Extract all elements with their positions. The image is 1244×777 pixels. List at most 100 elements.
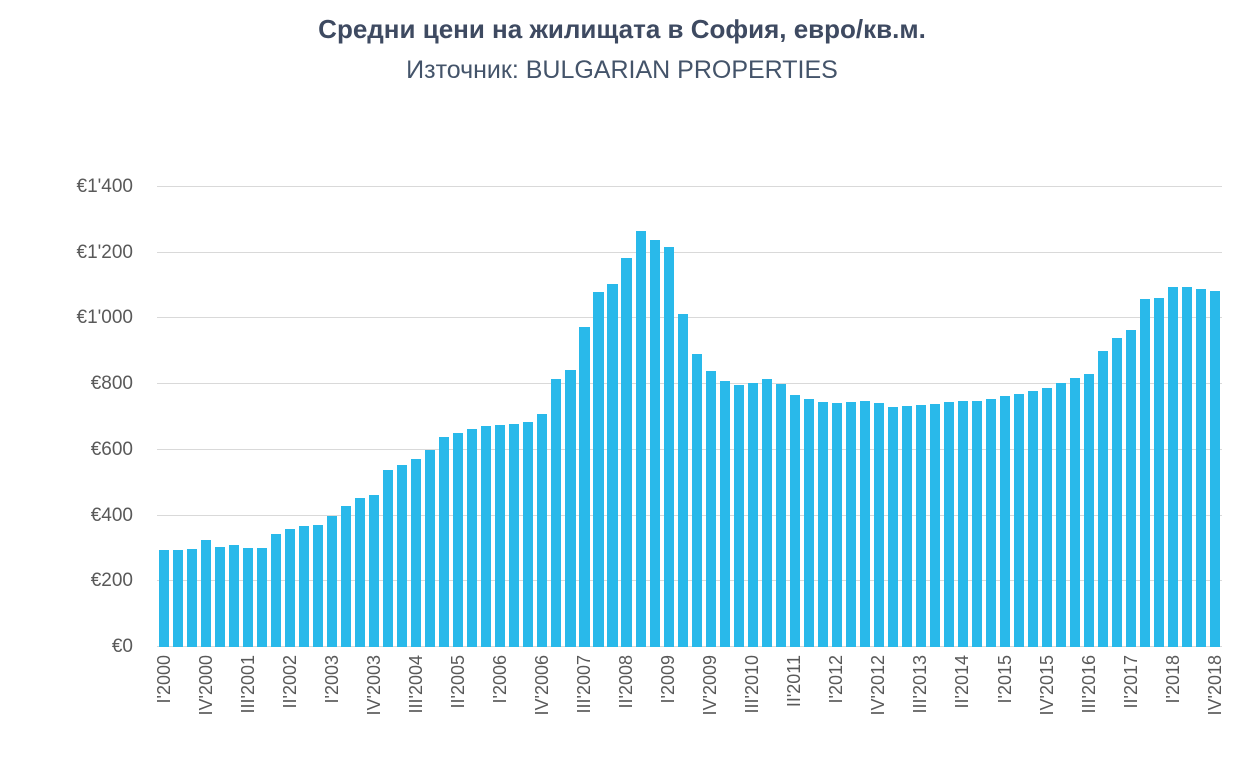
bar	[929, 403, 940, 647]
bar	[901, 406, 912, 647]
y-axis-tick-label: €600	[90, 438, 133, 460]
bar	[845, 402, 856, 647]
bar	[677, 313, 688, 647]
gridline	[157, 514, 1222, 516]
bar	[873, 402, 884, 647]
bar	[172, 550, 184, 647]
bar	[1098, 351, 1109, 647]
gridline	[157, 580, 1222, 582]
bar	[1027, 391, 1039, 647]
bar	[705, 371, 716, 647]
y-axis-tick-label: €0	[111, 636, 133, 657]
x-axis-tick-label: III'2007	[574, 655, 595, 714]
bar	[257, 548, 268, 647]
bar	[523, 421, 534, 647]
bar	[943, 402, 954, 647]
bar	[1013, 394, 1024, 647]
bar	[747, 382, 758, 647]
bar	[1055, 382, 1067, 647]
bar	[299, 526, 310, 647]
bar	[985, 398, 996, 647]
x-axis-tick-label: IV'2000	[195, 655, 216, 716]
bar	[1210, 291, 1221, 647]
x-axis-tick-label: IV'2012	[868, 655, 889, 716]
chart-subtitle: Източник: BULGARIAN PROPERTIES	[406, 56, 838, 84]
bar	[691, 353, 702, 647]
bar	[1041, 388, 1053, 647]
x-axis-tick-label: III'2001	[237, 655, 258, 714]
bar	[607, 283, 618, 647]
bar	[803, 398, 814, 647]
bar	[341, 505, 352, 647]
bar	[509, 423, 520, 647]
bar	[243, 547, 254, 647]
bar	[327, 515, 338, 647]
x-axis-tick-label: II'2002	[279, 655, 300, 709]
bar	[1126, 329, 1137, 647]
bar	[285, 529, 296, 647]
x-axis-tick-label: III'2016	[1078, 655, 1099, 714]
bar	[201, 540, 212, 647]
x-axis-tick-label: I'2009	[658, 655, 679, 704]
gridline	[157, 186, 1222, 187]
x-axis-tick-label: II'2017	[1120, 655, 1141, 709]
x-axis-tick-label: I'2018	[1162, 655, 1183, 704]
bar	[957, 401, 968, 647]
bar	[453, 433, 464, 647]
x-axis-tick-label: I'2003	[321, 655, 342, 704]
x-axis-tick-label: II'2005	[447, 655, 468, 709]
gridline	[157, 251, 1222, 253]
y-axis-tick-label: €1'000	[76, 307, 133, 329]
bar	[789, 394, 800, 647]
x-axis-tick-label: II'2014	[952, 655, 973, 709]
bar	[1069, 378, 1081, 647]
bar	[999, 396, 1010, 647]
y-axis: €0 €200 €400 €600 €800 €1'000 €1'200 €1'400	[0, 176, 145, 657]
bar	[215, 547, 226, 647]
bar	[1168, 287, 1179, 647]
x-axis-tick-label: I'2015	[994, 655, 1015, 704]
x-axis-tick-label: IV'2003	[363, 655, 384, 716]
bar	[1112, 338, 1123, 647]
bar	[775, 384, 786, 647]
bar	[915, 404, 926, 647]
bar	[537, 413, 548, 647]
y-axis-tick-label: €400	[90, 504, 133, 526]
bar	[383, 470, 394, 647]
bar	[229, 545, 240, 647]
x-axis-tick-label: I'2000	[153, 655, 174, 704]
bar	[565, 370, 576, 647]
x-axis-tick-label: III'2013	[910, 655, 931, 714]
plot-area	[157, 186, 1222, 647]
x-axis-tick-label: III'2010	[742, 655, 763, 714]
bar	[635, 231, 646, 647]
chart-title: Средни цени на жилищата в София, евро/кв…	[318, 14, 926, 44]
bar	[467, 429, 478, 647]
gridline	[157, 383, 1222, 385]
bar	[1140, 299, 1151, 647]
gridline	[157, 317, 1222, 319]
y-axis-tick-label: €800	[90, 373, 133, 395]
bar	[551, 379, 562, 647]
bar	[663, 247, 674, 647]
x-axis-tick-label: IV'2015	[1036, 655, 1057, 716]
x-axis-tick-label: III'2004	[405, 655, 426, 714]
x-axis-tick-label: IV'2006	[531, 655, 552, 716]
x-axis-tick-label: IV'2018	[1204, 655, 1225, 716]
bar	[579, 326, 590, 647]
bar	[158, 550, 170, 647]
gridline	[157, 448, 1222, 450]
bar	[439, 437, 450, 647]
x-axis-tick-label: I'2006	[489, 655, 510, 704]
bar	[355, 498, 366, 647]
bar	[411, 459, 422, 647]
bar	[397, 464, 408, 647]
bar	[887, 407, 898, 647]
bar	[313, 524, 324, 647]
x-axis-tick-label: II'2008	[616, 655, 637, 709]
bar	[831, 402, 842, 647]
bar	[369, 495, 380, 647]
bars-container	[157, 187, 1222, 647]
bar	[593, 292, 604, 647]
bar	[761, 379, 772, 647]
